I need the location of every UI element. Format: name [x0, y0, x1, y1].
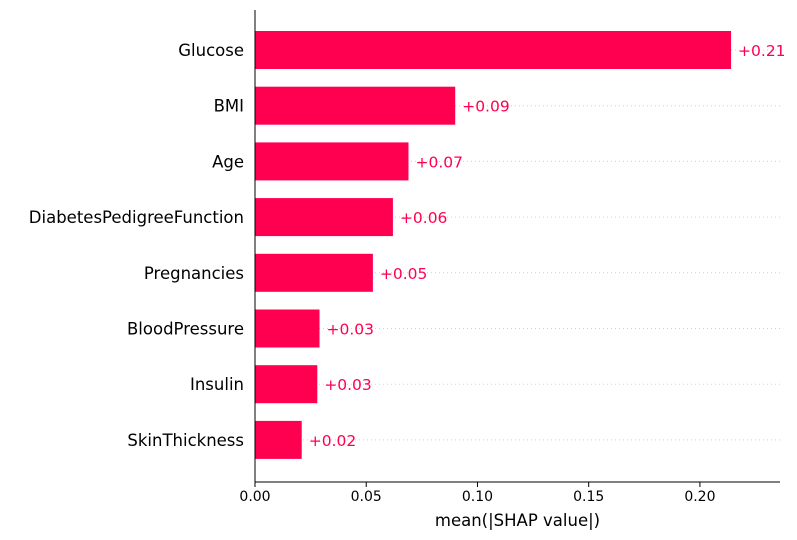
value-label: +0.03 [327, 321, 375, 339]
category-label: BMI [214, 97, 244, 116]
bar-age [255, 142, 409, 181]
value-label: +0.06 [400, 209, 448, 227]
category-label: DiabetesPedigreeFunction [29, 208, 244, 227]
x-tick-label: 0.05 [351, 489, 382, 505]
category-labels: Glucose BMI Age DiabetesPedigreeFunction Pre… [29, 41, 244, 450]
category-label: Pregnancies [144, 264, 244, 283]
x-tick-label: 0.10 [462, 489, 493, 505]
category-label: BloodPressure [127, 320, 244, 339]
value-label: +0.03 [324, 376, 372, 394]
x-axis-title: mean(|SHAP value|) [435, 511, 600, 530]
value-label: +0.09 [462, 98, 510, 116]
bar-glucose [255, 31, 732, 69]
value-label: +0.21 [738, 42, 786, 60]
value-labels: +0.21 +0.09 +0.07 +0.06 +0.05 +0.03 +0.03 +0.02 [309, 42, 786, 450]
value-label: +0.07 [415, 153, 463, 171]
bar-bmi [255, 86, 456, 125]
bar-diabetespedigreefunction [255, 198, 393, 237]
value-label: +0.02 [309, 432, 357, 450]
bar-pregnancies [255, 253, 373, 292]
x-tick-label: 0.20 [684, 489, 715, 505]
category-label: SkinThickness [127, 431, 244, 450]
bars-group [255, 31, 732, 459]
bar-skinthickness [255, 420, 302, 459]
x-tick-label: 0.15 [573, 489, 604, 505]
category-label: Age [212, 152, 244, 171]
category-label: Insulin [190, 375, 244, 394]
category-label: Glucose [178, 41, 244, 60]
x-axis-ticks: 0.00 0.05 0.10 0.15 0.20 [239, 482, 716, 505]
bar-bloodpressure [255, 309, 320, 348]
value-label: +0.05 [380, 265, 428, 283]
bar-insulin [255, 365, 318, 404]
x-tick-label: 0.00 [239, 489, 270, 505]
